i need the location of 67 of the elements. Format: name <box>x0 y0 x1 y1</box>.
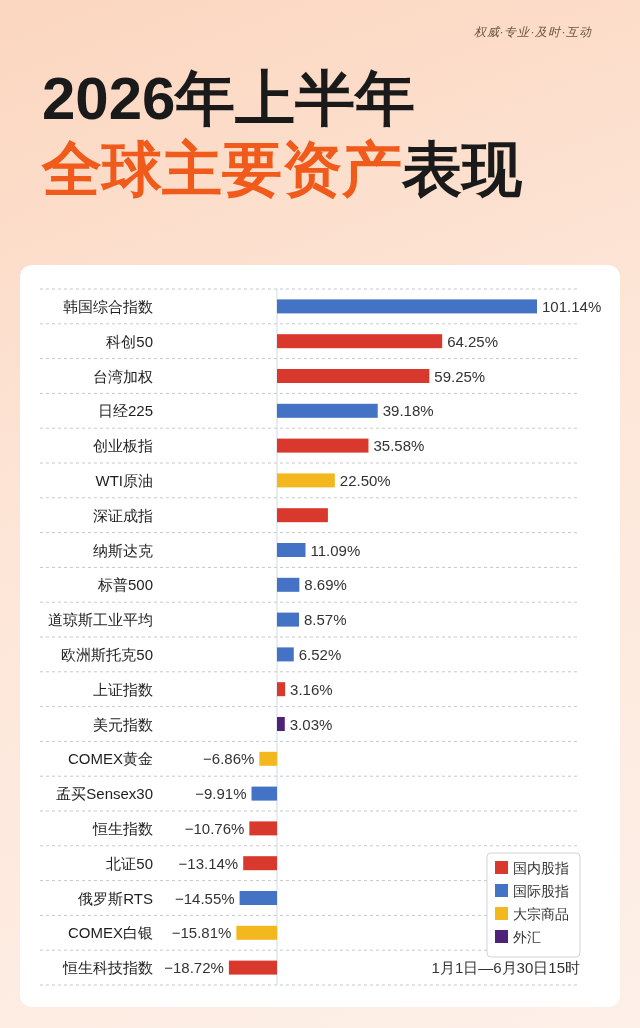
y-tick-label: 台湾加权 <box>93 367 153 385</box>
y-tick-label: 标普500 <box>96 576 153 594</box>
legend-label: 国际股指 <box>513 882 569 899</box>
title: 2026年上半年 <box>42 65 416 132</box>
data-label: −10.76% <box>184 819 245 837</box>
bar <box>277 299 537 314</box>
bar <box>277 717 285 731</box>
data-label: −14.55% <box>174 889 235 907</box>
y-tick-label: COMEX白银 <box>67 924 153 942</box>
y-tick-label: 恒生指数 <box>92 819 153 837</box>
bar <box>277 369 430 383</box>
y-tick-label: COMEX黄金 <box>67 750 153 768</box>
y-tick-label: 道琼斯工业平均 <box>48 611 153 629</box>
subtitle: 全球主要资产表现 <box>42 136 522 203</box>
bar <box>277 334 443 349</box>
y-tick-label: 韩国综合指数 <box>63 297 153 315</box>
data-label: −15.81% <box>171 924 232 942</box>
data-label: 101.14% <box>542 297 602 315</box>
legend-label: 外汇 <box>513 928 541 945</box>
data-label: 22.50% <box>339 471 391 489</box>
bar <box>277 577 300 592</box>
bar <box>228 960 277 975</box>
data-label: 59.25% <box>434 367 486 385</box>
bar <box>243 856 277 871</box>
data-label: −6.86% <box>203 750 255 768</box>
data-label: −9.91% <box>195 785 247 803</box>
bar <box>277 403 378 418</box>
data-label: 35.58% <box>373 437 425 455</box>
annotation: 权威·专业·及时·互动 <box>473 25 593 39</box>
y-tick-label: 欧洲斯托克50 <box>61 645 153 663</box>
bar <box>239 891 277 905</box>
y-tick-label: 日经225 <box>97 402 153 420</box>
y-tick-label: 深证成指 <box>93 506 153 524</box>
y-tick-label: 北证50 <box>106 854 153 872</box>
data-label: 39.18% <box>382 402 434 420</box>
y-tick-label: 孟买Sensex30 <box>56 785 153 803</box>
bar <box>277 473 335 488</box>
y-tick-label: 恒生科技指数 <box>62 959 153 977</box>
y-tick-label: 科创50 <box>106 332 153 350</box>
bar <box>249 821 277 836</box>
bar <box>251 786 277 801</box>
y-tick-label: 创业板指 <box>93 437 153 455</box>
y-tick-label: 美元指数 <box>93 715 153 733</box>
data-label: 64.25% <box>447 332 499 350</box>
bar <box>236 925 277 940</box>
bar <box>277 438 369 453</box>
data-label: 8.69% <box>304 576 347 594</box>
bar <box>277 508 328 523</box>
data-label: 3.16% <box>290 680 333 698</box>
y-tick-label: WTI原油 <box>95 471 153 489</box>
data-label: 3.03% <box>289 715 333 733</box>
bar <box>259 751 277 766</box>
data-label: −13.14% <box>178 854 239 872</box>
bar <box>277 543 306 557</box>
bar <box>277 612 300 627</box>
data-label: 8.57% <box>304 611 347 629</box>
data-label: 6.52% <box>298 645 342 663</box>
y-tick-label: 俄罗斯RTS <box>78 889 153 907</box>
bar <box>277 647 294 662</box>
data-label: −18.72% <box>164 959 224 977</box>
annotation: 1月1日—6月30日15时 <box>431 959 580 976</box>
legend-label: 国内股指 <box>513 859 569 876</box>
data-label: 11.09% <box>310 541 361 559</box>
bar <box>277 682 286 697</box>
y-tick-label: 纳斯达克 <box>93 541 153 559</box>
legend-label: 大宗商品 <box>513 905 569 922</box>
y-tick-label: 上证指数 <box>93 680 153 698</box>
